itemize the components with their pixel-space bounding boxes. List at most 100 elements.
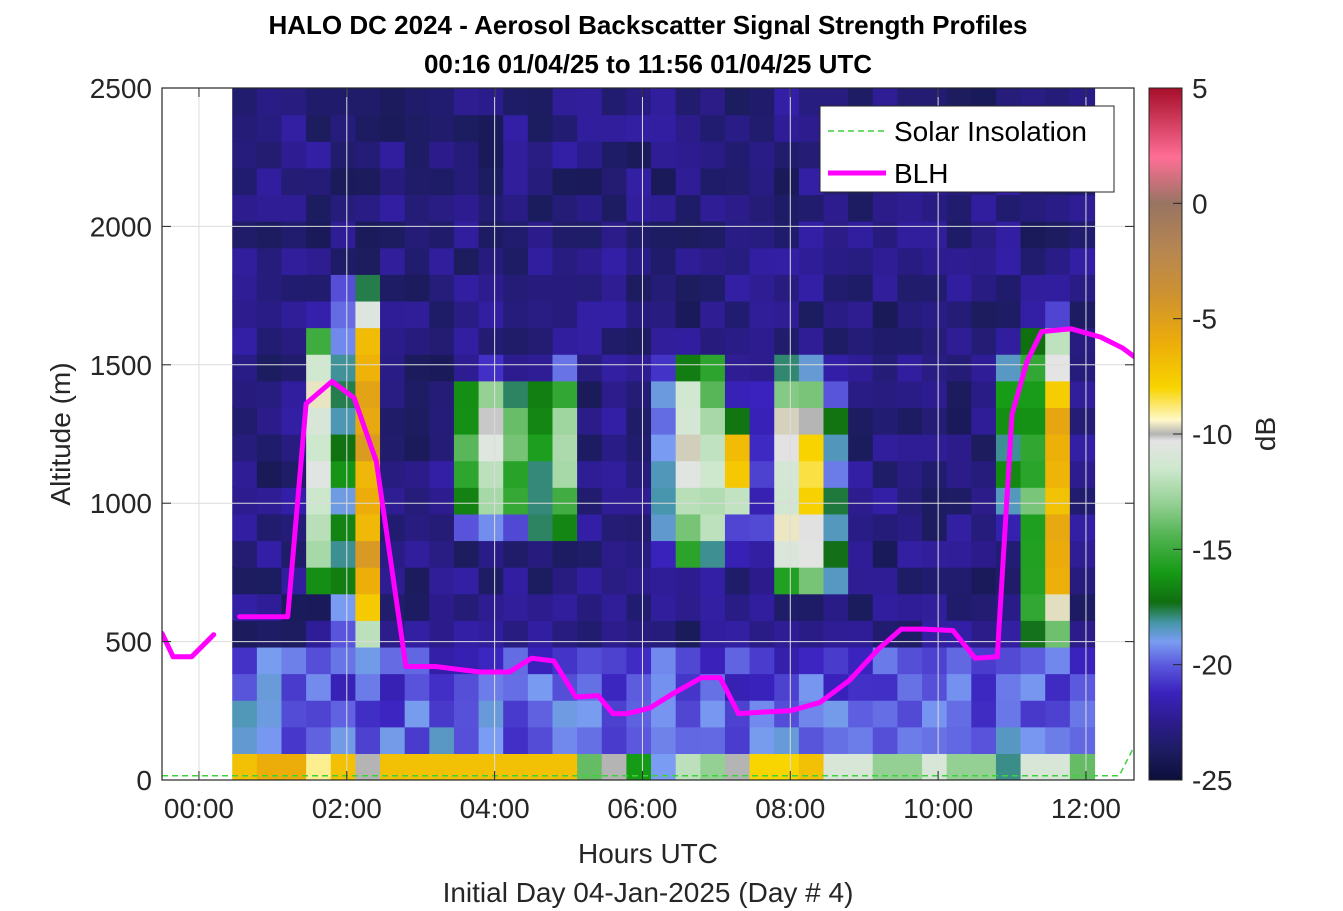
heatmap-cell — [626, 726, 652, 754]
heatmap-cell — [503, 700, 529, 728]
heatmap-cell — [700, 593, 726, 621]
heatmap-cell — [380, 194, 406, 222]
heatmap-cell — [823, 700, 849, 728]
heatmap-cell — [577, 194, 603, 222]
heatmap-cell — [922, 327, 948, 355]
heatmap-cell — [626, 167, 652, 196]
heatmap-cell — [1069, 700, 1096, 728]
heatmap-cell — [404, 646, 430, 675]
heatmap-cell — [774, 460, 800, 488]
heatmap-cell — [675, 247, 701, 275]
heatmap-cell — [651, 221, 677, 249]
heatmap-cell — [749, 327, 775, 355]
heatmap-cell — [1069, 194, 1096, 222]
heatmap-cell — [848, 620, 874, 648]
heatmap-cell — [946, 327, 972, 355]
heatmap-cell — [552, 434, 578, 462]
heatmap-cell — [453, 407, 480, 435]
heatmap-cell — [700, 567, 726, 595]
heatmap-cell — [848, 753, 874, 780]
heatmap-cell — [601, 620, 628, 648]
heatmap-cell — [527, 274, 554, 302]
heatmap-cell — [1045, 460, 1071, 488]
heatmap-cell — [1020, 300, 1046, 329]
heatmap-cell — [1020, 407, 1046, 435]
heatmap-cell — [872, 460, 898, 488]
heatmap-cell — [749, 646, 775, 675]
heatmap-cell — [971, 327, 997, 355]
heatmap-cell — [281, 327, 307, 355]
heatmap-cell — [626, 593, 652, 621]
heatmap-cell — [700, 620, 726, 648]
heatmap-cell — [823, 540, 849, 568]
heatmap-cell — [355, 380, 381, 408]
heatmap-cell — [380, 700, 406, 728]
heatmap-cell — [897, 327, 923, 355]
heatmap-cell — [1069, 274, 1096, 302]
heatmap-cell — [404, 460, 430, 488]
heatmap-cell — [577, 300, 603, 329]
heatmap-cell — [675, 620, 701, 648]
heatmap-cell — [503, 620, 529, 648]
heatmap-cell — [1045, 300, 1071, 329]
heatmap-cell — [453, 88, 480, 116]
heatmap-cell — [256, 354, 283, 382]
heatmap-cell — [232, 513, 258, 542]
heatmap-cell — [281, 88, 307, 116]
heatmap-cell — [232, 167, 258, 196]
heatmap-cell — [232, 221, 258, 249]
heatmap-cell — [355, 673, 381, 701]
heatmap-cell — [256, 646, 283, 675]
heatmap-cell — [700, 646, 726, 675]
heatmap-cell — [971, 434, 997, 462]
heatmap-cell — [651, 194, 677, 222]
heatmap-cell — [626, 88, 652, 116]
y-tick-label: 2000 — [90, 211, 152, 242]
heatmap-cell — [897, 354, 923, 382]
heatmap-cell — [872, 487, 898, 515]
heatmap-cell — [700, 300, 726, 329]
heatmap-cell — [478, 221, 504, 249]
heatmap-cell — [478, 487, 504, 515]
heatmap-cell — [232, 274, 258, 302]
heatmap-cell — [1045, 673, 1071, 701]
heatmap-cell — [1045, 221, 1071, 249]
chart-subtitle: 00:16 01/04/25 to 11:56 01/04/25 UTC — [424, 49, 872, 79]
heatmap-cell — [774, 540, 800, 568]
heatmap-cell — [922, 593, 948, 621]
heatmap-cell — [355, 88, 381, 116]
line-series — [162, 326, 1134, 777]
colorbar-tick-label: -20 — [1192, 650, 1232, 681]
heatmap-cell — [823, 354, 849, 382]
heatmap-cell — [256, 221, 283, 249]
heatmap-cell — [404, 673, 430, 701]
heatmap-cell — [700, 247, 726, 275]
heatmap-cell — [577, 753, 603, 780]
colorbar: 5 0 -5 -10 -15 -20 -25 dB — [1148, 73, 1281, 796]
heatmap-cell — [922, 620, 948, 648]
heatmap-cell — [453, 354, 480, 382]
heatmap-cell — [823, 274, 849, 302]
heatmap-cell — [774, 114, 800, 142]
heatmap-cell — [872, 194, 898, 222]
heatmap-cell — [306, 327, 332, 355]
heatmap-cell — [601, 247, 628, 275]
heatmap-cell — [527, 434, 554, 462]
heatmap-cell — [503, 221, 529, 249]
heatmap-cell — [749, 380, 775, 408]
heatmap-cell — [946, 726, 972, 754]
heatmap-cell — [626, 247, 652, 275]
heatmap-cell — [651, 460, 677, 488]
heatmap-cell — [995, 194, 1022, 222]
heatmap-cell — [478, 407, 504, 435]
heatmap-cell — [355, 646, 381, 675]
heatmap-cell — [897, 380, 923, 408]
heatmap-cell — [872, 726, 898, 754]
heatmap-cell — [1020, 620, 1046, 648]
heatmap-cell — [256, 673, 283, 701]
heatmap-cell — [946, 567, 972, 595]
heatmap-cell — [601, 646, 628, 675]
heatmap-cell — [823, 380, 849, 408]
heatmap-cell — [749, 194, 775, 222]
heatmap-cell — [306, 300, 332, 329]
